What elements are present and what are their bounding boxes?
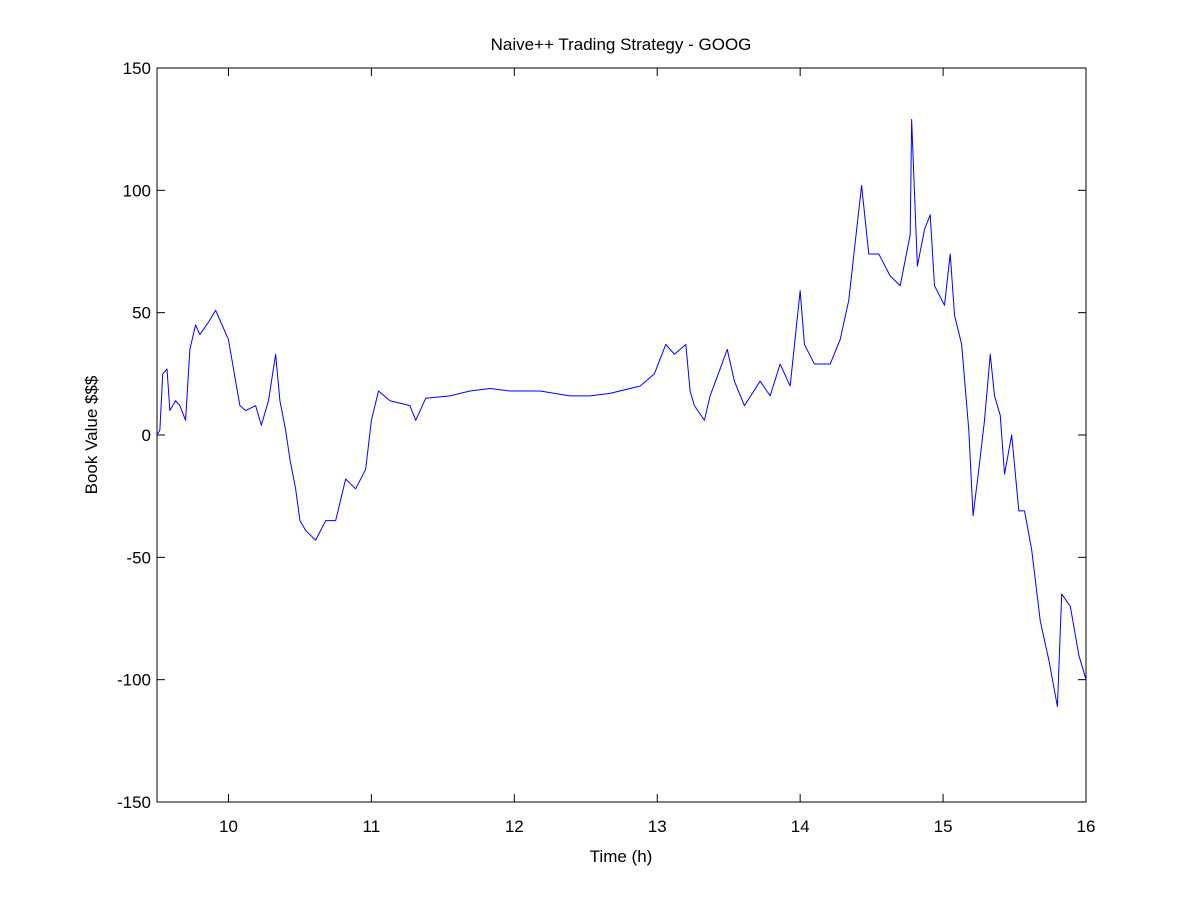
x-tick-label: 15 bbox=[934, 817, 953, 836]
x-tick-label: 10 bbox=[219, 817, 238, 836]
y-tick-label: -100 bbox=[117, 671, 151, 690]
x-tick-label: 14 bbox=[791, 817, 810, 836]
y-tick-label: 0 bbox=[142, 426, 151, 445]
y-axis-label: Book Value $$$ bbox=[82, 375, 101, 494]
x-tick-label: 12 bbox=[505, 817, 524, 836]
x-tick-label: 16 bbox=[1077, 817, 1096, 836]
y-tick-label: 100 bbox=[123, 181, 151, 200]
x-axis-label: Time (h) bbox=[590, 847, 653, 866]
y-tick-label: 150 bbox=[123, 59, 151, 78]
y-tick-label: -150 bbox=[117, 793, 151, 812]
chart-title: Naive++ Trading Strategy - GOOG bbox=[491, 35, 752, 54]
y-tick-label: 50 bbox=[132, 304, 151, 323]
data-line bbox=[156, 118, 1087, 708]
plot-frame bbox=[156, 67, 1087, 803]
x-tick-label: 13 bbox=[648, 817, 667, 836]
x-tick-label: 11 bbox=[363, 817, 381, 836]
y-tick-label: -50 bbox=[126, 548, 151, 567]
